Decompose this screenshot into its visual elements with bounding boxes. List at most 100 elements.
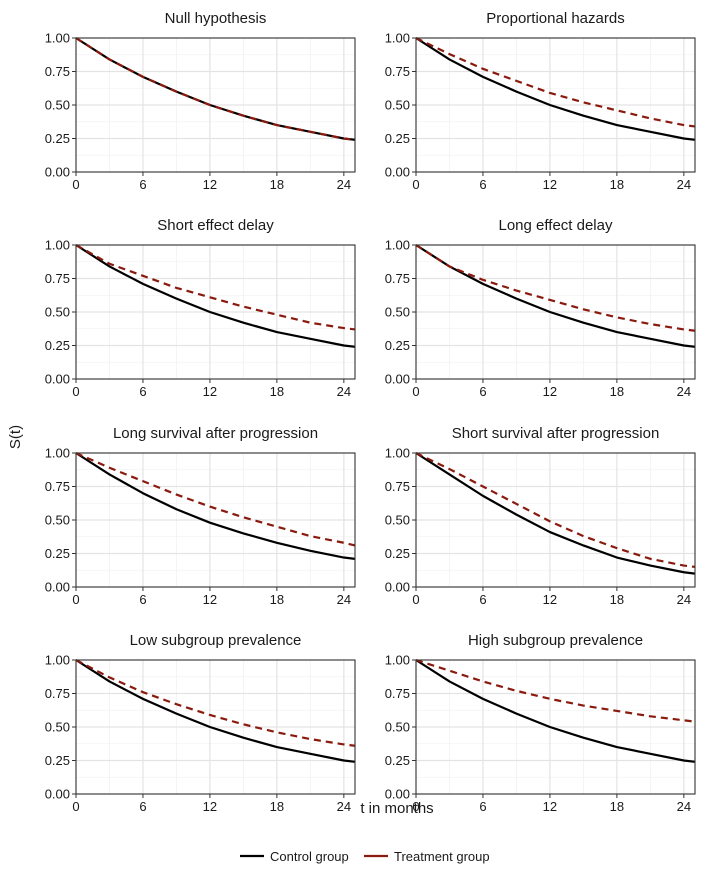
y-tick-label: 0.25 (385, 338, 410, 353)
panel-low-subgroup-prevalence: Low subgroup prevalence 0 6 12 18 24 0.00 0.25 0… (45, 632, 356, 814)
y-tick-label: 0.25 (385, 131, 410, 146)
x-tick-label: 0 (412, 384, 419, 399)
x-tick-label: 24 (337, 799, 351, 814)
x-tick-label: 24 (677, 592, 691, 607)
panel-title: Short survival after progression (452, 425, 660, 442)
x-tick-label: 18 (270, 592, 284, 607)
treatment-curve (75, 451, 356, 547)
y-tick-label: 0.25 (385, 753, 410, 768)
treatment-curve (415, 452, 696, 568)
x-tick-label: 18 (610, 177, 624, 192)
x-tick-label: 6 (139, 384, 146, 399)
x-tick-label: 24 (337, 177, 351, 192)
x-tick-label: 0 (412, 592, 419, 607)
y-tick-label: 0.75 (385, 271, 410, 286)
x-tick-label: 12 (203, 592, 217, 607)
panel-high-subgroup-prevalence: High subgroup prevalence 0 6 12 18 24 0.00 0.25… (385, 632, 696, 814)
treatment-curve (415, 658, 696, 723)
y-tick-label: 0.50 (45, 305, 70, 320)
y-tick-label: 0.25 (385, 546, 410, 561)
y-tick-label: 0.50 (385, 98, 410, 113)
y-tick-label: 0.75 (385, 479, 410, 494)
y-tick-label: 1.00 (45, 238, 70, 253)
x-tick-label: 6 (139, 592, 146, 607)
y-tick-label: 0.25 (45, 131, 70, 146)
x-tick-label: 0 (72, 799, 79, 814)
x-tick-label: 0 (72, 177, 79, 192)
panel-title: Long survival after progression (113, 425, 318, 442)
y-tick-label: 0.50 (385, 720, 410, 735)
panel-title: Long effect delay (499, 217, 613, 234)
y-tick-label: 0.75 (45, 64, 70, 79)
legend-label-control: Control group (270, 849, 349, 864)
x-tick-label: 24 (677, 177, 691, 192)
y-tick-label: 1.00 (45, 31, 70, 46)
y-tick-label: 0.75 (45, 271, 70, 286)
y-tick-label: 0.25 (45, 753, 70, 768)
x-axis-title: t in months (360, 800, 433, 817)
x-tick-label: 6 (479, 177, 486, 192)
control-curve (75, 452, 356, 560)
x-tick-label: 12 (543, 592, 557, 607)
y-tick-label: 0.00 (385, 580, 410, 595)
y-tick-label: 1.00 (45, 446, 70, 461)
y-tick-label: 0.00 (385, 372, 410, 387)
x-tick-label: 18 (270, 177, 284, 192)
y-tick-label: 0.75 (45, 479, 70, 494)
panel-title: High subgroup prevalence (468, 632, 643, 649)
y-tick-label: 0.00 (45, 372, 70, 387)
x-tick-label: 12 (543, 799, 557, 814)
y-axis-title: S(t) (7, 425, 24, 449)
x-tick-label: 0 (72, 384, 79, 399)
x-tick-label: 18 (270, 799, 284, 814)
y-tick-label: 1.00 (385, 31, 410, 46)
y-tick-label: 0.00 (385, 165, 410, 180)
x-tick-label: 0 (72, 592, 79, 607)
y-tick-label: 0.25 (45, 338, 70, 353)
y-tick-label: 0.00 (45, 787, 70, 802)
panel-long-effect-delay: Long effect delay 0 6 12 18 24 0.00 0.25 0.50 0.7… (385, 217, 696, 399)
x-tick-label: 0 (412, 799, 419, 814)
x-tick-label: 12 (543, 177, 557, 192)
panel-short-survival-after-progression: Short survival after progression 0 6 12 18 24… (385, 425, 696, 607)
treatment-curve (75, 659, 356, 747)
panel-short-effect-delay: Short effect delay 0 6 12 18 24 0.00 0.25 0.50 0.… (45, 217, 356, 399)
y-tick-label: 0.75 (385, 64, 410, 79)
y-tick-label: 0.75 (45, 686, 70, 701)
x-tick-label: 6 (479, 799, 486, 814)
y-tick-label: 0.00 (385, 787, 410, 802)
y-tick-label: 0.50 (45, 98, 70, 113)
x-tick-label: 18 (270, 384, 284, 399)
control-curve (415, 659, 696, 763)
x-tick-label: 6 (139, 177, 146, 192)
x-tick-label: 18 (610, 799, 624, 814)
x-tick-label: 24 (677, 384, 691, 399)
panel-title: Null hypothesis (165, 10, 267, 27)
y-tick-label: 1.00 (385, 653, 410, 668)
y-tick-label: 0.50 (45, 720, 70, 735)
x-tick-label: 24 (677, 799, 691, 814)
control-curve (415, 37, 696, 141)
control-curve (75, 244, 356, 348)
x-tick-label: 6 (139, 799, 146, 814)
facet-panels: Null hypothesis 0 6 12 18 24 0.00 0.25 0.50 0.75 1… (45, 10, 696, 814)
panel-proportional-hazards: Proportional hazards 0 6 12 18 24 0.00 0.25 0.50… (385, 10, 696, 192)
x-tick-label: 12 (203, 799, 217, 814)
y-tick-label: 0.50 (385, 513, 410, 528)
y-tick-label: 0.00 (45, 165, 70, 180)
y-tick-label: 1.00 (385, 238, 410, 253)
x-tick-label: 12 (543, 384, 557, 399)
x-tick-label: 12 (203, 384, 217, 399)
x-tick-label: 6 (479, 384, 486, 399)
control-curve (415, 244, 696, 348)
x-tick-label: 6 (479, 592, 486, 607)
x-tick-label: 18 (610, 384, 624, 399)
y-tick-label: 1.00 (45, 653, 70, 668)
y-tick-label: 0.50 (385, 305, 410, 320)
x-tick-label: 12 (203, 177, 217, 192)
panel-long-survival-after-progression: Long survival after progression 0 6 12 18 24 0… (45, 425, 356, 607)
panel-title: Proportional hazards (486, 10, 624, 27)
panel-title: Low subgroup prevalence (130, 632, 302, 649)
control-curve (75, 659, 356, 763)
